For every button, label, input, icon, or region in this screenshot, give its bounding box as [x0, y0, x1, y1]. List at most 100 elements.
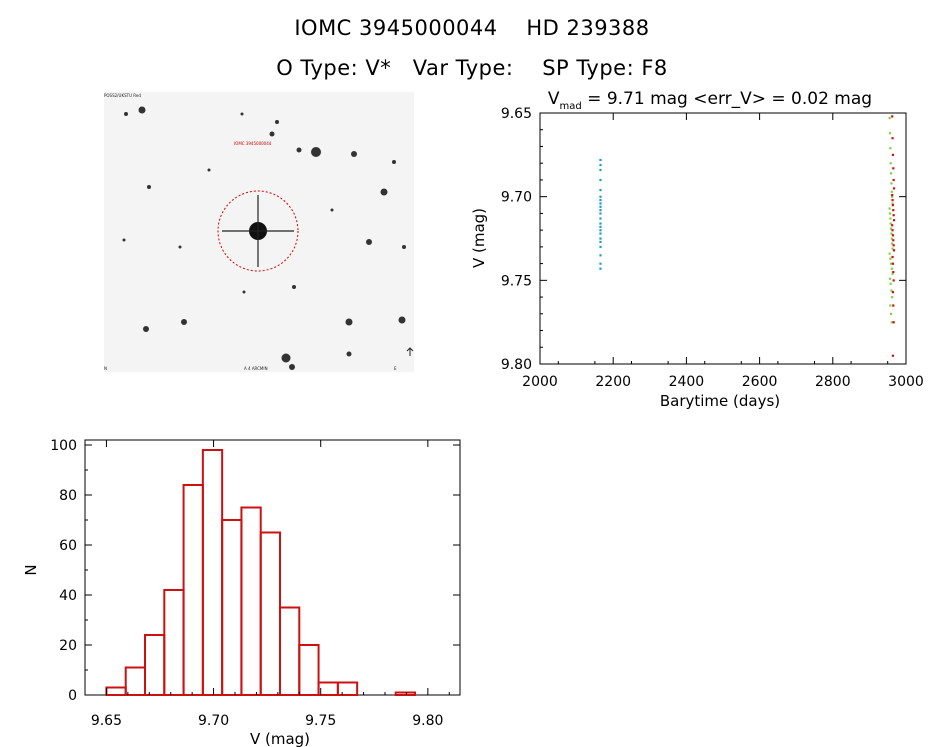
light-curve-points	[599, 115, 896, 357]
finder-target-label: IOMC 3945000044	[234, 141, 272, 146]
histogram-bar	[124, 666, 147, 696]
field-stars	[122, 106, 406, 370]
histogram-x-label: V (mag)	[250, 730, 310, 747]
lc-point-series-2	[892, 249, 896, 252]
light-curve-panel: Vmad = 9.71 mag <err_V> = 0.02 mag 2000 2…	[470, 89, 924, 410]
hist-y-tick-label: 60	[59, 538, 77, 554]
lc-point-series-0	[599, 178, 602, 182]
histogram-bar	[182, 484, 204, 696]
lc-point-series-1	[889, 312, 893, 315]
histogram-x-ticks: 9.65 9.70 9.75 9.80	[91, 440, 450, 729]
hist-y-tick-label: 20	[59, 638, 77, 654]
histogram-frame	[84, 439, 461, 696]
lc-point-series-1	[889, 227, 893, 230]
object-identifier-title: IOMC 3945000044 HD 239388	[294, 16, 650, 40]
lc-point-series-1	[890, 232, 893, 235]
histogram-bar	[221, 519, 243, 696]
target-circle	[217, 190, 299, 272]
lc-point-series-1	[889, 282, 892, 285]
object-type-title: O Type: V* Var Type: SP Type: F8	[276, 56, 668, 80]
lc-point-series-1	[889, 172, 893, 175]
lc-point-series-2	[892, 187, 896, 190]
hist-x-tick-label: 9.75	[305, 713, 336, 729]
lc-y-tick-label: 9.80	[501, 357, 532, 373]
lc-point-series-1	[890, 182, 893, 185]
lc-point-series-2	[891, 199, 894, 202]
lc-point-series-0	[599, 245, 602, 249]
lc-point-series-2	[891, 255, 894, 259]
lc-point-series-1	[890, 267, 893, 270]
light-curve-frame	[539, 112, 907, 365]
finder-top-left-label: POSS2/UKSTU Red	[104, 93, 141, 98]
light-curve-x-ticks: 2000 2200 2400 2600 2800 3000	[522, 113, 924, 390]
histogram-bar	[105, 686, 127, 696]
light-curve-y-label: V (mag)	[470, 208, 488, 268]
lc-point-series-1	[891, 195, 894, 198]
histogram-bar	[317, 681, 339, 696]
lc-point-series-2	[891, 193, 894, 197]
lc-point-series-0	[599, 168, 602, 172]
lc-x-tick-label: 2600	[742, 374, 778, 390]
lc-point-series-0	[599, 222, 602, 225]
lc-point-series-1	[891, 202, 894, 205]
histogram-bar	[201, 449, 224, 696]
lc-point-series-0	[599, 188, 602, 192]
lc-point-series-1	[890, 237, 893, 240]
hist-x-tick-label: 9.70	[198, 713, 229, 729]
lc-point-series-1	[891, 272, 894, 275]
light-curve-x-label: Barytime (days)	[660, 392, 780, 410]
lc-x-tick-label: 3000	[888, 374, 924, 390]
lc-point-series-1	[891, 296, 894, 299]
lc-point-series-1	[889, 262, 893, 265]
light-curve-title: Vmad = 9.71 mag <err_V> = 0.02 mag	[548, 89, 872, 112]
lc-point-series-2	[892, 239, 895, 242]
lc-point-series-0	[599, 199, 602, 202]
lc-point-series-2	[892, 219, 896, 222]
hist-y-tick-label: 40	[59, 588, 77, 604]
lc-point-series-1	[888, 117, 891, 120]
histogram-y-ticks: 0 20 40 60 80 100	[50, 438, 460, 704]
lc-x-tick-label: 2000	[522, 374, 558, 390]
finder-image: POSS2/UKSTU Red IOMC 3945000044 A 4 ARCM…	[104, 92, 414, 372]
lc-point-series-0	[599, 254, 602, 257]
lc-point-series-0	[599, 225, 602, 228]
lc-x-tick-label: 2400	[669, 374, 705, 390]
histogram-bar	[394, 691, 417, 696]
histogram-bar	[144, 634, 166, 696]
finder-bottom-label: A 4 ARCMIN	[244, 366, 268, 371]
histogram-bar	[163, 589, 185, 696]
lc-x-tick-label: 2200	[595, 374, 631, 390]
lc-point-series-1	[889, 147, 892, 150]
lc-point-series-2	[891, 354, 895, 357]
histogram-bar	[240, 506, 262, 696]
lc-point-series-0	[599, 232, 602, 235]
lc-point-series-0	[599, 240, 602, 244]
lc-point-series-0	[599, 209, 602, 212]
lc-point-series-0	[599, 205, 602, 208]
histogram-panel: 9.65 9.70 9.75 9.80 0 20 40 60 80 100 V (mag) N	[22, 438, 461, 747]
lc-point-series-1	[888, 132, 892, 135]
lc-point-series-2	[891, 153, 895, 157]
lc-point-series-0	[599, 158, 602, 162]
lc-point-series-0	[599, 202, 602, 205]
hist-x-tick-label: 9.65	[91, 713, 122, 729]
lc-point-series-0	[599, 163, 602, 167]
lc-x-tick-label: 2800	[815, 374, 851, 390]
lc-point-series-2	[891, 137, 894, 140]
compass-arrow-icon	[406, 347, 414, 356]
lc-point-series-2	[892, 178, 895, 182]
lc-point-series-2	[891, 229, 894, 232]
hist-y-tick-label: 100	[50, 438, 77, 454]
lc-point-series-1	[889, 162, 892, 165]
lc-point-series-2	[891, 291, 895, 294]
lc-point-series-0	[599, 195, 602, 198]
lc-point-series-2	[892, 270, 895, 274]
lc-point-series-0	[599, 217, 602, 220]
hist-y-tick-label: 80	[59, 488, 77, 504]
lc-point-series-1	[888, 207, 891, 210]
histogram-bar	[279, 606, 301, 696]
lc-point-series-2	[892, 304, 895, 307]
lc-point-series-1	[888, 252, 891, 255]
lc-point-series-1	[889, 304, 892, 307]
hist-x-tick-label: 9.80	[412, 713, 443, 729]
